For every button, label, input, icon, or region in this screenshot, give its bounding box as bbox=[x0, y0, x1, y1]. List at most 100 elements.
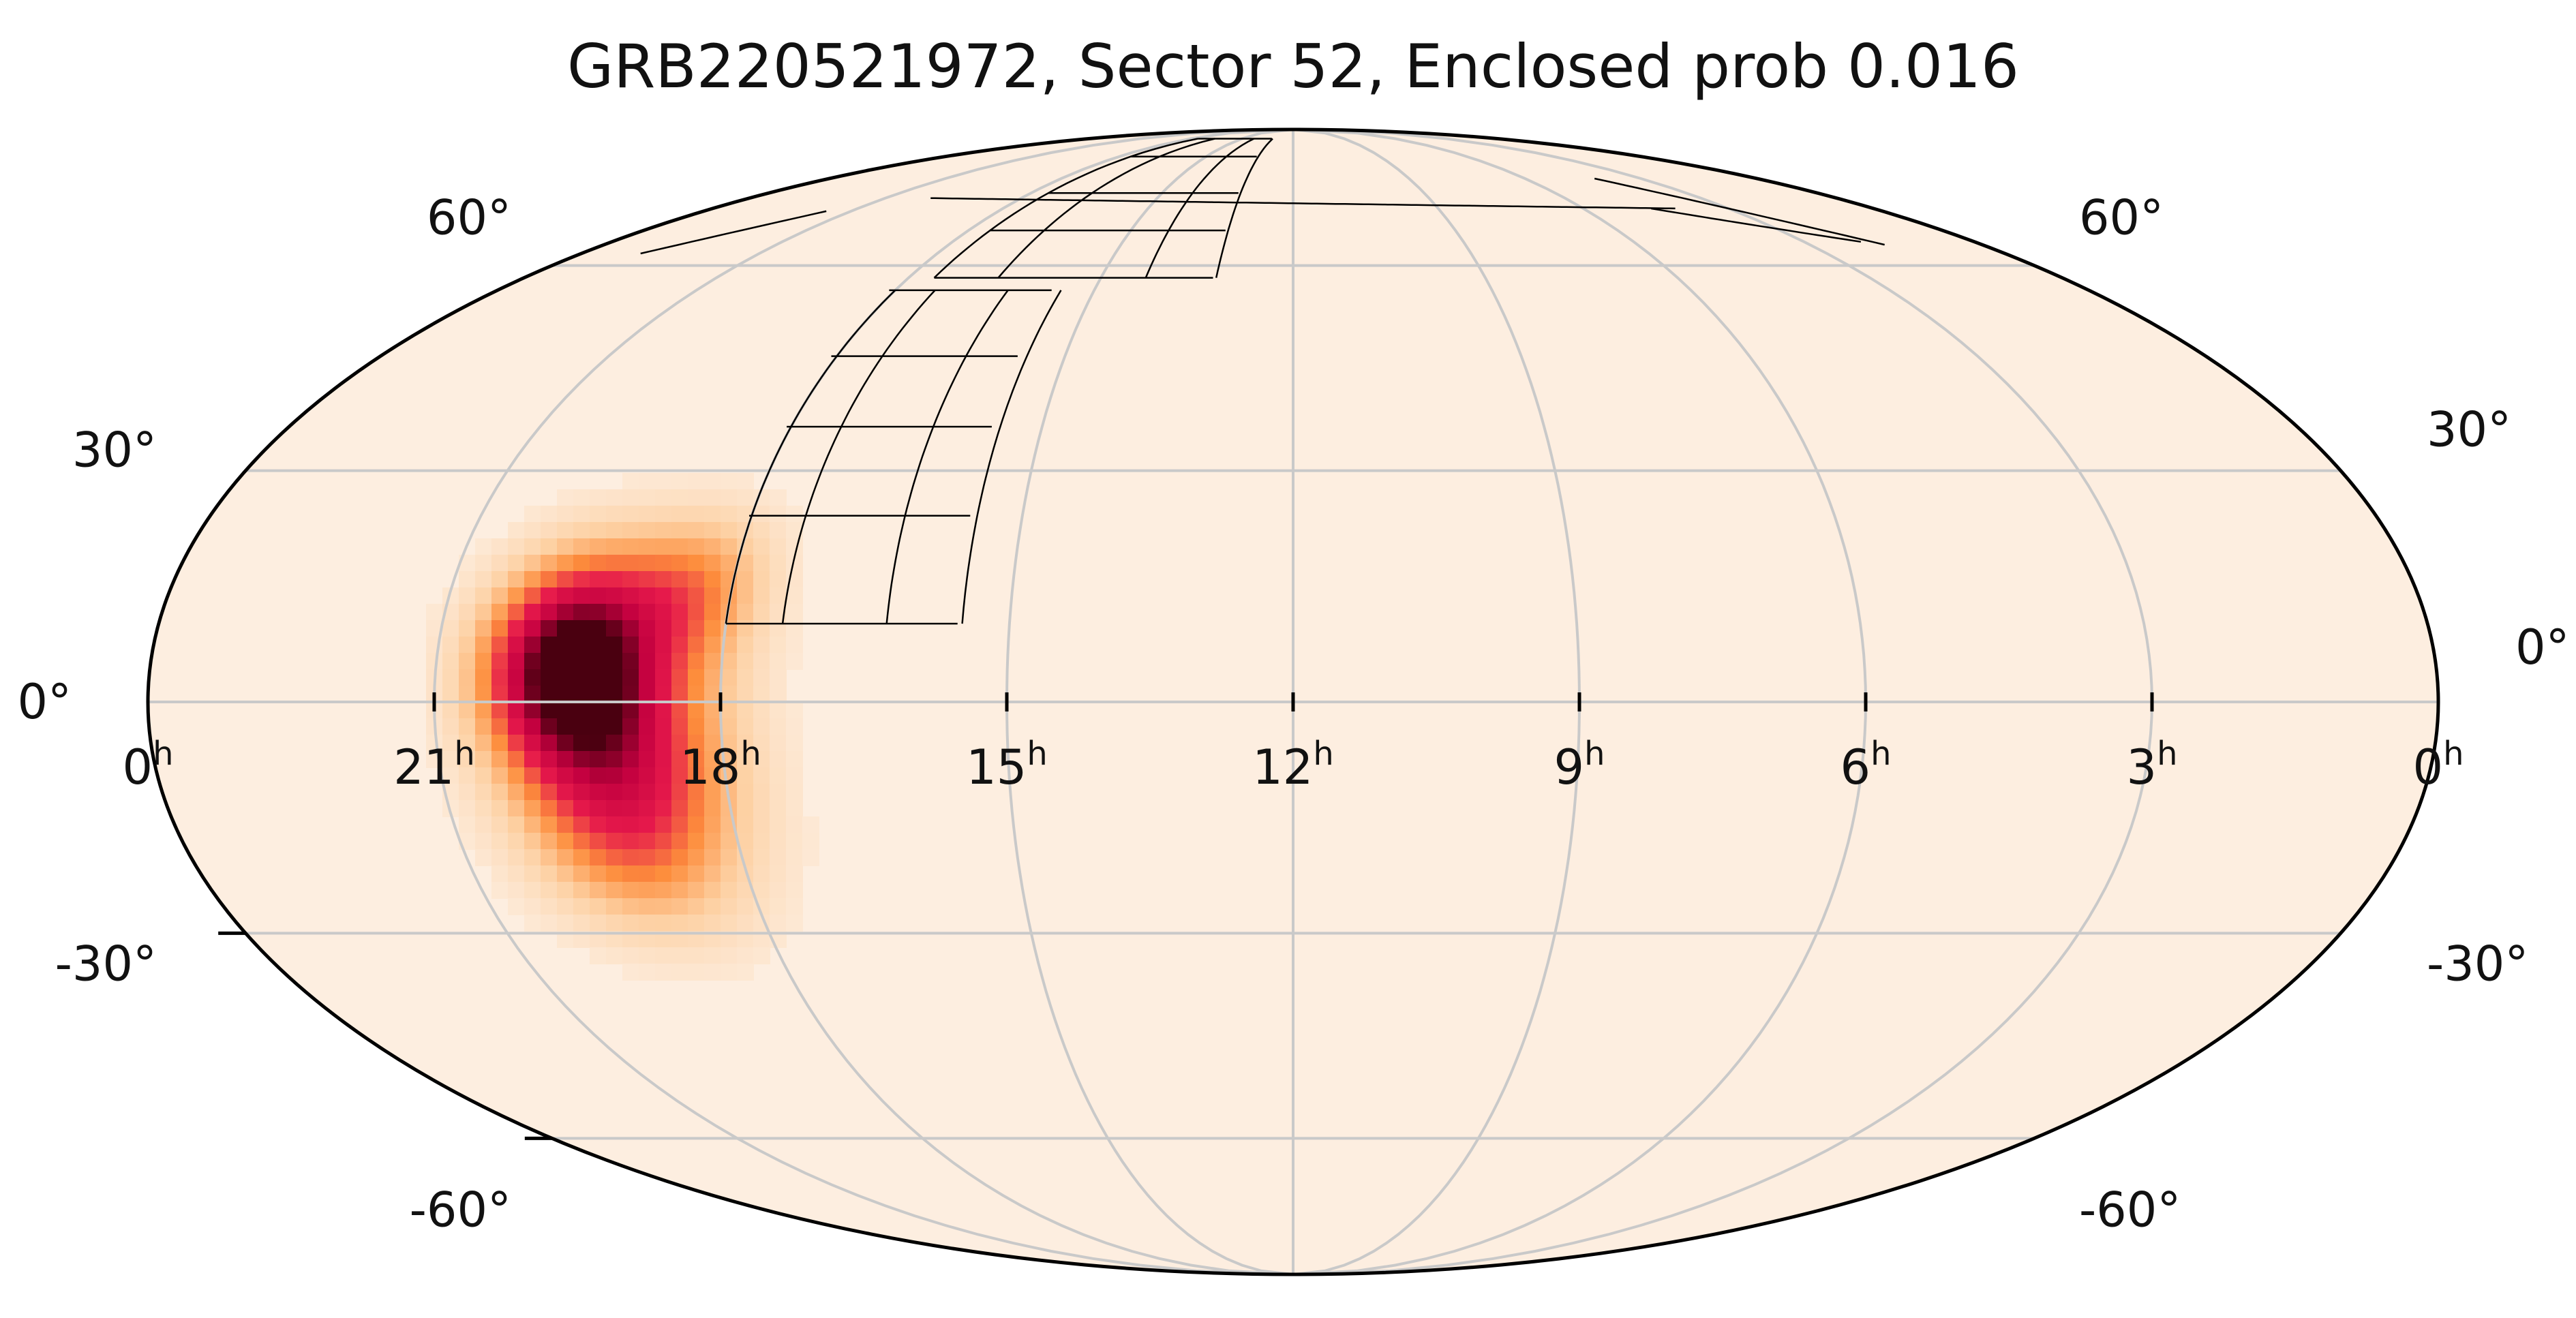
heatmap-cell bbox=[770, 784, 787, 801]
heatmap-cell bbox=[655, 865, 672, 883]
heatmap-cell bbox=[541, 506, 558, 523]
heatmap-cell bbox=[737, 718, 754, 735]
heatmap-cell bbox=[524, 653, 541, 670]
heatmap-cell bbox=[606, 751, 623, 768]
heatmap-cell bbox=[655, 833, 672, 850]
heatmap-cell bbox=[770, 653, 787, 670]
heatmap-cell bbox=[541, 538, 558, 555]
heatmap-cell bbox=[688, 816, 705, 833]
heatmap-cell bbox=[704, 915, 721, 932]
heatmap-cell bbox=[541, 898, 558, 915]
heatmap-cell bbox=[622, 587, 639, 604]
heatmap-cell bbox=[753, 506, 770, 523]
heatmap-cell bbox=[541, 735, 558, 752]
heatmap-cell bbox=[753, 784, 770, 801]
heatmap-cell bbox=[671, 865, 688, 883]
heatmap-cell bbox=[639, 555, 656, 572]
dec-tick-label-left: -30° bbox=[55, 936, 157, 992]
heatmap-cell bbox=[688, 489, 705, 506]
heatmap-cell bbox=[671, 522, 688, 539]
heatmap-cell bbox=[557, 620, 574, 637]
heatmap-cell bbox=[737, 620, 754, 637]
heatmap-cell bbox=[524, 767, 541, 784]
ra-tick-label: 15h bbox=[966, 735, 1048, 795]
heatmap-cell bbox=[639, 898, 656, 915]
ra-tick-label: 0h bbox=[123, 735, 174, 795]
heatmap-cell bbox=[753, 816, 770, 833]
heatmap-cell bbox=[524, 915, 541, 932]
heatmap-cell bbox=[721, 555, 738, 572]
heatmap-cell bbox=[524, 604, 541, 621]
heatmap-cell bbox=[541, 555, 558, 572]
heatmap-cell bbox=[671, 489, 688, 506]
heatmap-cell bbox=[573, 800, 590, 817]
heatmap-cell bbox=[541, 669, 558, 686]
heatmap-cell bbox=[491, 604, 509, 621]
heatmap-cell bbox=[704, 571, 721, 588]
heatmap-cell bbox=[606, 669, 623, 686]
heatmap-cell bbox=[590, 784, 607, 801]
heatmap-cell bbox=[770, 849, 787, 866]
heatmap-cell bbox=[622, 735, 639, 752]
heatmap-cell bbox=[508, 637, 525, 654]
heatmap-cell bbox=[508, 833, 525, 850]
ra-tick-label: 18h bbox=[680, 735, 761, 795]
heatmap-cell bbox=[622, 571, 639, 588]
heatmap-cell bbox=[442, 767, 459, 784]
heatmap-cell bbox=[573, 915, 590, 932]
axis-ticks bbox=[218, 692, 2154, 1140]
heatmap-cell bbox=[491, 849, 509, 866]
heatmap-cell bbox=[491, 865, 509, 883]
heatmap-cell bbox=[704, 489, 721, 506]
heatmap-cell bbox=[704, 669, 721, 686]
heatmap-cell bbox=[557, 604, 574, 621]
heatmap-cell bbox=[606, 604, 623, 621]
heatmap-cell bbox=[770, 865, 787, 883]
heatmap-cell bbox=[639, 620, 656, 637]
heatmap-cell bbox=[704, 637, 721, 654]
heatmap-cell bbox=[524, 898, 541, 915]
heatmap-cell bbox=[541, 620, 558, 637]
heatmap-cell bbox=[541, 767, 558, 784]
heatmap-cell bbox=[524, 849, 541, 866]
heatmap-cell bbox=[704, 473, 721, 490]
heatmap-cell bbox=[524, 522, 541, 539]
heatmap-cell bbox=[459, 669, 476, 686]
heatmap-cell bbox=[786, 637, 803, 654]
heatmap-cell bbox=[655, 506, 672, 523]
heatmap-cell bbox=[557, 686, 574, 703]
heatmap-cell bbox=[655, 849, 672, 866]
heatmap-cell bbox=[671, 964, 688, 981]
heatmap-cell bbox=[671, 653, 688, 670]
heatmap-cell bbox=[459, 702, 476, 719]
heatmap-cell bbox=[704, 800, 721, 817]
heatmap-cell bbox=[606, 653, 623, 670]
heatmap-cell bbox=[753, 702, 770, 719]
dec-tick-label-left: 60° bbox=[427, 190, 511, 246]
heatmap-cell bbox=[737, 473, 754, 490]
heatmap-cell bbox=[655, 767, 672, 784]
heatmap-cell bbox=[737, 751, 754, 768]
heatmap-cell bbox=[606, 637, 623, 654]
heatmap-cell bbox=[590, 816, 607, 833]
heatmap-cell bbox=[770, 800, 787, 817]
heatmap-cell bbox=[639, 489, 656, 506]
heatmap-cell bbox=[786, 702, 803, 719]
heatmap-cell bbox=[557, 915, 574, 932]
heatmap-cell bbox=[704, 784, 721, 801]
heatmap-cell bbox=[573, 489, 590, 506]
heatmap-cell bbox=[508, 882, 525, 899]
heatmap-cell bbox=[655, 555, 672, 572]
heatmap-cell bbox=[688, 571, 705, 588]
heatmap-cell bbox=[721, 538, 738, 555]
heatmap-cell bbox=[786, 587, 803, 604]
heatmap-cell bbox=[671, 538, 688, 555]
heatmap-cell bbox=[524, 735, 541, 752]
heatmap-cell bbox=[639, 653, 656, 670]
heatmap-cell bbox=[622, 833, 639, 850]
ccd-edge bbox=[930, 197, 1676, 210]
heatmap-cell bbox=[541, 571, 558, 588]
heatmap-cell bbox=[786, 898, 803, 915]
heatmap-cell bbox=[721, 947, 738, 964]
dec-tick-label-left: -60° bbox=[410, 1182, 511, 1238]
